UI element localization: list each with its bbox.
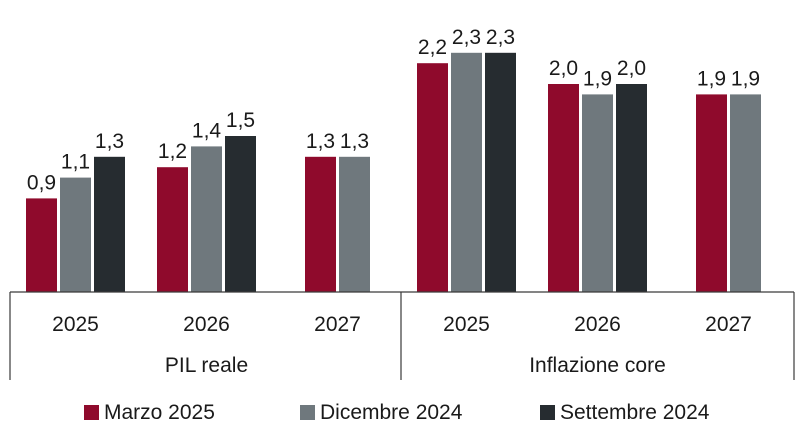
data-label: 2,2 — [418, 36, 447, 59]
data-label: 1,9 — [697, 67, 726, 90]
bars-layer: 0,91,11,3 1,21,4 1,51,3 1,32,2 2,3 2,32,0 1,9 2… — [26, 26, 761, 293]
bar-pil-reale-2026-s3 — [225, 136, 256, 292]
legend-label: Marzo 2025 — [104, 401, 215, 424]
bar-pil-reale-2025-s2 — [60, 177, 91, 292]
data-label: 1,1 — [61, 151, 90, 174]
group-label: PIL reale — [165, 354, 248, 377]
group-label: Inflazione core — [529, 354, 666, 377]
bar-inflazione-core-2026-s1 — [548, 84, 579, 292]
bar-pil-reale-2027-s1 — [305, 156, 336, 292]
data-label: 1,9 — [731, 67, 760, 90]
legend-swatch — [84, 405, 99, 420]
data-label: 1,3 — [306, 130, 335, 153]
bar-inflazione-core-2027-s1 — [696, 94, 727, 293]
bar-pil-reale-2027-s2 — [339, 156, 370, 292]
legend: Marzo 2025 Dicembre 2024 Settembre 2024 — [84, 401, 710, 424]
data-label: 1,2 — [158, 140, 187, 163]
bar-inflazione-core-2025-s2 — [451, 52, 482, 292]
legend-swatch — [540, 405, 555, 420]
bar-pil-reale-2026-s1 — [157, 167, 188, 292]
x-tick-label: 2026 — [183, 313, 230, 336]
legend-label: Dicembre 2024 — [320, 401, 463, 424]
data-label: 1,5 — [226, 109, 255, 132]
x-tick-label: 2027 — [314, 313, 361, 336]
bar-inflazione-core-2026-s2 — [582, 94, 613, 293]
x-tick-label: 2025 — [443, 313, 490, 336]
data-label: 1,3 — [340, 130, 369, 153]
legend-swatch — [300, 405, 315, 420]
bar-inflazione-core-2026-s3 — [616, 84, 647, 292]
x-tick-label: 2027 — [705, 313, 752, 336]
legend-label: Settembre 2024 — [560, 401, 710, 424]
bar-pil-reale-2025-s1 — [26, 198, 57, 292]
data-label: 2,3 — [452, 26, 481, 49]
data-label: 1,3 — [95, 130, 124, 153]
bar-pil-reale-2025-s3 — [94, 156, 125, 292]
data-label: 0,9 — [27, 171, 56, 194]
bar-inflazione-core-2025-s1 — [417, 63, 448, 293]
axes-layer: 2025 2026 2027 PIL reale 2025 2026 2027 Inflazi… — [9, 291, 795, 380]
data-label: 2,0 — [549, 57, 578, 80]
data-label: 2,0 — [617, 57, 646, 80]
data-label: 1,9 — [583, 67, 612, 90]
bar-inflazione-core-2027-s2 — [730, 94, 761, 293]
bar-inflazione-core-2025-s3 — [485, 52, 516, 292]
data-label: 1,4 — [192, 119, 222, 142]
data-label: 2,3 — [486, 26, 515, 49]
x-tick-label: 2026 — [574, 313, 621, 336]
x-tick-label: 2025 — [52, 313, 99, 336]
bar-pil-reale-2026-s2 — [191, 146, 222, 292]
